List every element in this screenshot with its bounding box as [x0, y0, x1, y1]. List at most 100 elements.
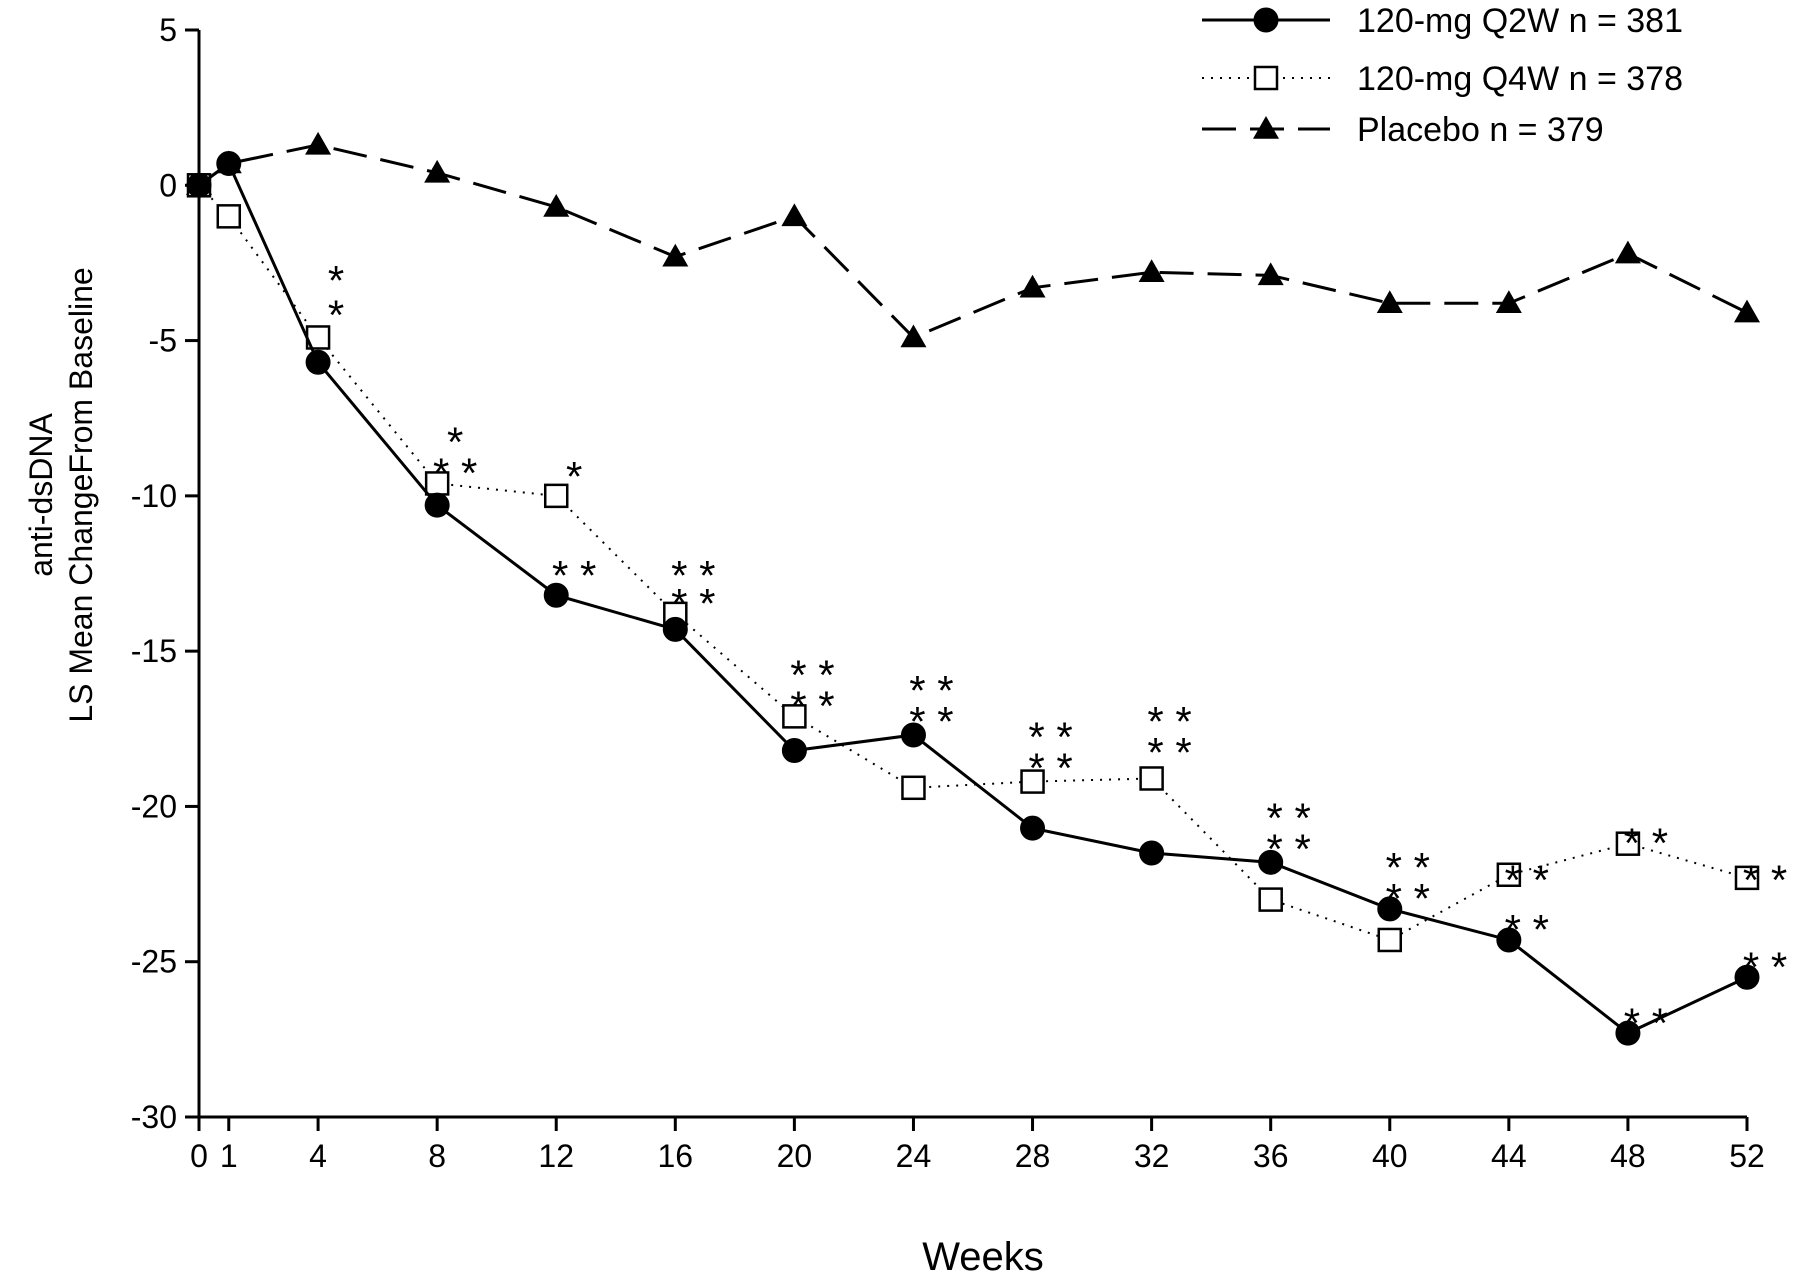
series-layer	[186, 131, 1760, 1046]
y-tick-label: 5	[159, 12, 177, 48]
y-tick-label: -5	[149, 323, 177, 359]
significance-marker: * *	[1028, 714, 1072, 761]
significance-marker: * *	[1147, 729, 1191, 776]
x-tick-label: 16	[658, 1138, 694, 1174]
data-point	[1020, 815, 1046, 841]
y-tick-label: -10	[131, 478, 177, 514]
significance-marker: * *	[552, 552, 596, 599]
data-point	[900, 722, 926, 748]
data-point	[901, 775, 926, 801]
significance-marker: * *	[1624, 819, 1668, 866]
significance-marker: * *	[1386, 844, 1430, 891]
significance-marker: * *	[671, 552, 715, 599]
significance-marker: * *	[1267, 825, 1311, 872]
legend-label: 120-mg Q4W n = 378	[1357, 60, 1683, 98]
data-point	[1139, 840, 1165, 866]
significance-marker: *	[566, 453, 582, 500]
data-point	[1496, 862, 1522, 888]
significance-marker: *	[328, 291, 344, 338]
data-point	[1377, 896, 1403, 922]
x-tick-label: 40	[1372, 1138, 1408, 1174]
data-point	[900, 324, 927, 348]
significance-marker: * *	[909, 698, 953, 745]
significance-marker: * *	[1743, 944, 1787, 991]
data-point	[424, 159, 451, 183]
data-point	[216, 151, 242, 177]
data-point	[1376, 290, 1403, 314]
series-filled-triangle	[186, 131, 1760, 348]
data-point	[1020, 769, 1045, 794]
data-point	[543, 483, 569, 509]
x-tick-label: 12	[538, 1138, 574, 1174]
data-point	[1257, 262, 1284, 286]
y-tick-label: -30	[131, 1099, 177, 1135]
data-point	[781, 203, 808, 227]
axes: 50-5-10-15-20-25-300 1 4 8 12 16 20 24 28 32 36 40 4…	[23, 12, 1765, 1279]
data-point	[1614, 240, 1641, 264]
significance-marker: * *	[1624, 999, 1668, 1046]
data-point	[1258, 849, 1284, 875]
significance-annotations: **** * ** * * ** ** ** * * ** * * ** ** ** *…	[328, 257, 1787, 1046]
x-tick-label: 36	[1253, 1138, 1289, 1174]
data-point	[1139, 766, 1164, 791]
y-axis-title-line: anti-dsDNA	[23, 413, 59, 577]
significance-marker: * *	[1386, 875, 1430, 922]
y-tick-label: 0	[159, 167, 177, 203]
data-point	[1258, 887, 1283, 912]
data-point	[543, 194, 570, 217]
significance-marker: * *	[1028, 745, 1072, 792]
significance-marker: * *	[1505, 857, 1549, 904]
y-tick-label: -20	[131, 788, 177, 824]
legend-entry: Placebo n = 379	[1202, 111, 1604, 149]
x-tick-label: 0	[190, 1138, 208, 1174]
y-axis-title: anti-dsDNA LS Mean ChangeFrom Baseline	[23, 267, 99, 722]
significance-marker: * *	[1267, 794, 1311, 841]
significance-marker: *	[328, 257, 344, 304]
significance-marker: * *	[790, 683, 834, 730]
legend-label: 120-mg Q2W n = 381	[1357, 2, 1683, 40]
significance-marker: * *	[433, 450, 477, 497]
data-point	[305, 349, 331, 375]
data-point	[1495, 290, 1522, 314]
legend-entry: 120-mg Q2W n = 381	[1202, 2, 1683, 40]
legend-marker	[1253, 65, 1279, 91]
significance-marker: * *	[671, 580, 715, 627]
legend-marker	[1253, 116, 1279, 139]
data-point	[1734, 964, 1760, 990]
data-point	[781, 738, 807, 764]
data-point	[1615, 831, 1641, 856]
significance-marker: * *	[1147, 698, 1191, 745]
data-point	[1496, 927, 1522, 953]
data-point	[1734, 865, 1760, 891]
series-line	[198, 184, 1748, 942]
significance-marker: * *	[909, 667, 953, 714]
data-point	[543, 582, 569, 608]
data-point	[1377, 927, 1403, 953]
x-axis-title: Weeks	[922, 1235, 1044, 1279]
data-point	[1615, 1020, 1641, 1046]
legend: 120-mg Q2W n = 381 120-mg Q4W n = 378 Plac…	[1202, 2, 1683, 149]
x-tick-label: 44	[1491, 1138, 1527, 1174]
data-point	[782, 704, 807, 729]
x-tick-label: 52	[1729, 1138, 1765, 1174]
significance-marker: * *	[1743, 857, 1787, 904]
significance-marker: *	[447, 419, 463, 466]
data-point	[216, 204, 242, 229]
data-point	[1019, 274, 1046, 298]
x-tick-label: 8	[428, 1138, 446, 1174]
x-tick-label: 28	[1015, 1138, 1051, 1174]
y-tick-label: -15	[131, 633, 177, 669]
series-filled-circle	[186, 151, 1760, 1046]
data-point	[662, 616, 688, 642]
x-tick-label: 24	[896, 1138, 932, 1174]
data-point	[662, 243, 689, 267]
y-tick-label: -25	[131, 944, 177, 980]
y-axis-title-line: LS Mean ChangeFrom Baseline	[63, 267, 99, 722]
x-tick-label: 4	[309, 1138, 327, 1174]
legend-label: Placebo n = 379	[1357, 111, 1604, 149]
data-point	[424, 492, 450, 518]
x-tick-label: 48	[1610, 1138, 1646, 1174]
significance-marker: * *	[1505, 906, 1549, 953]
x-tick-label: 32	[1134, 1138, 1170, 1174]
